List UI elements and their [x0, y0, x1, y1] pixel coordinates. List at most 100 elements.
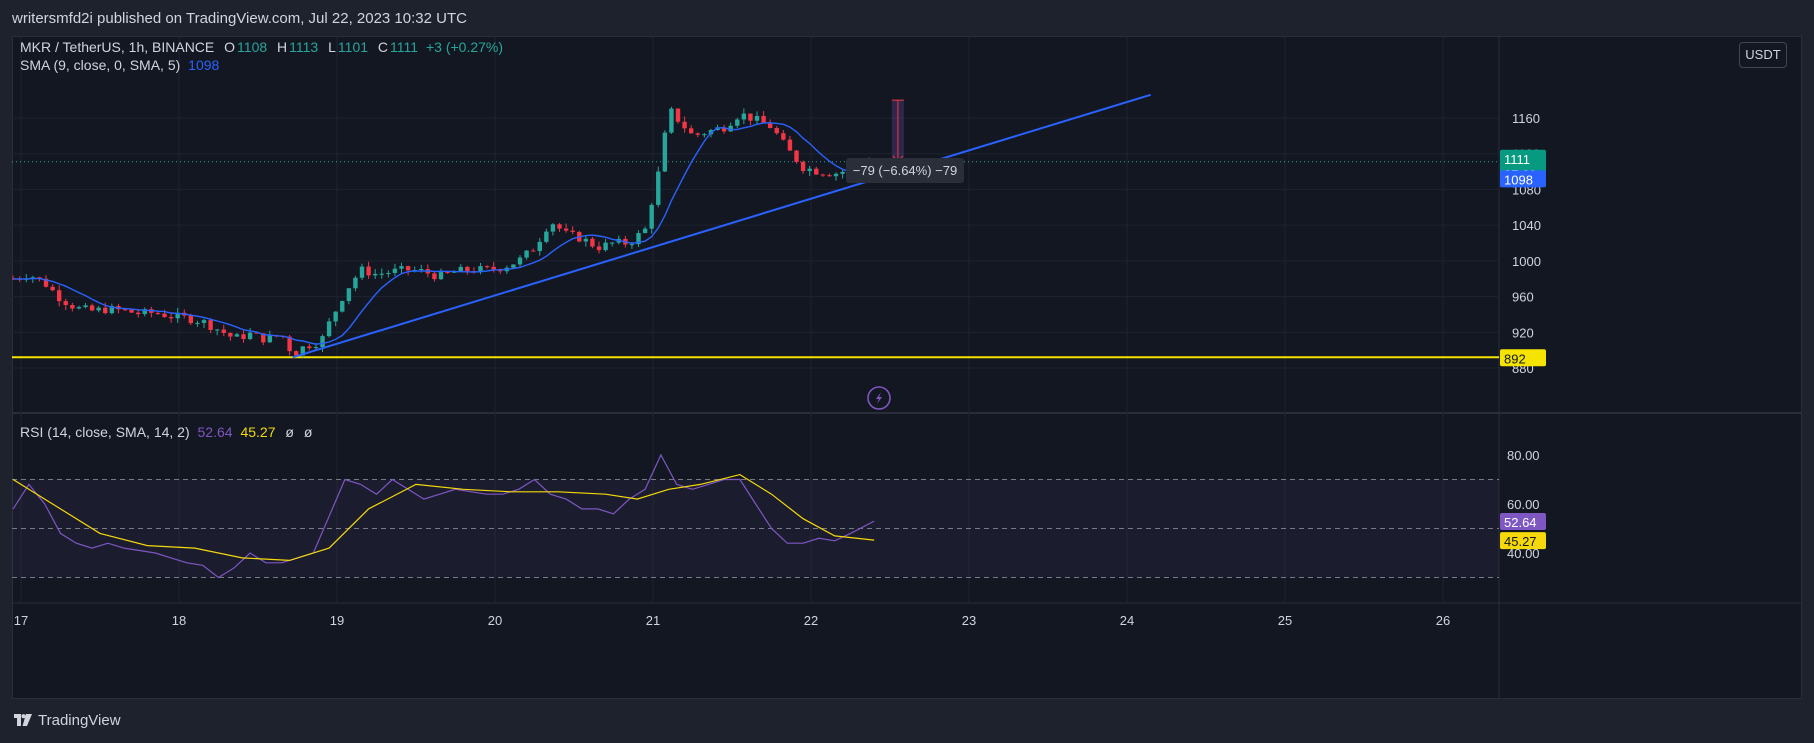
candle[interactable] [340, 300, 345, 313]
chart-canvas[interactable]: −79 (−6.64%) −79 17 18 19 20 21 22 23 24 25 26 116… [12, 36, 1802, 699]
candle[interactable] [89, 303, 95, 312]
candle[interactable] [735, 117, 740, 129]
candle[interactable] [201, 318, 207, 329]
candle[interactable] [675, 108, 681, 124]
candle[interactable] [590, 236, 595, 249]
candle[interactable] [550, 223, 556, 236]
candle[interactable] [511, 264, 516, 269]
candle[interactable] [379, 268, 384, 279]
candle[interactable] [214, 328, 220, 336]
candle[interactable] [307, 343, 312, 351]
candle[interactable] [748, 113, 753, 126]
candle[interactable] [234, 332, 240, 337]
candle[interactable] [721, 124, 727, 134]
candle[interactable] [662, 130, 668, 172]
candle[interactable] [83, 303, 88, 309]
candle[interactable] [537, 237, 542, 256]
candle[interactable] [603, 238, 608, 252]
candle[interactable] [142, 307, 147, 317]
candle[interactable] [221, 324, 226, 337]
candle[interactable] [767, 119, 773, 129]
candle[interactable] [458, 264, 463, 272]
candle[interactable] [432, 271, 437, 282]
candle[interactable] [656, 166, 661, 208]
candle[interactable] [96, 305, 101, 313]
candle[interactable] [827, 173, 832, 177]
candle[interactable] [530, 248, 536, 252]
candle[interactable] [372, 269, 378, 280]
candle[interactable] [491, 262, 496, 273]
candle[interactable] [517, 255, 523, 268]
candle[interactable] [326, 317, 332, 338]
candle[interactable] [814, 166, 819, 175]
candle[interactable] [247, 327, 253, 341]
candle[interactable] [741, 108, 747, 125]
candle[interactable] [359, 263, 365, 281]
tradingview-logo[interactable]: TradingView [14, 712, 121, 729]
candle[interactable] [405, 265, 411, 276]
candle[interactable] [392, 263, 398, 276]
candle[interactable] [484, 265, 490, 269]
candle[interactable] [43, 275, 49, 288]
candle[interactable] [471, 267, 477, 274]
candle[interactable] [754, 111, 760, 125]
candle[interactable] [636, 230, 641, 247]
candle[interactable] [70, 302, 75, 312]
candle[interactable] [524, 250, 529, 260]
candle[interactable] [596, 241, 602, 254]
candle[interactable] [642, 226, 648, 234]
candle[interactable] [570, 226, 575, 235]
candle[interactable] [195, 320, 200, 327]
candle[interactable] [800, 160, 806, 174]
candle[interactable] [688, 125, 694, 134]
candle[interactable] [478, 262, 483, 275]
candle[interactable] [807, 165, 812, 177]
candle[interactable] [728, 122, 733, 132]
candle[interactable] [293, 350, 299, 356]
candle[interactable] [669, 106, 674, 134]
candle[interactable] [386, 270, 391, 278]
currency-button[interactable]: USDT [1739, 42, 1787, 68]
candle[interactable] [840, 169, 845, 179]
candle[interactable] [438, 268, 444, 280]
candle[interactable] [820, 173, 826, 177]
candle[interactable] [794, 149, 799, 164]
candle[interactable] [682, 116, 687, 133]
candle[interactable] [228, 332, 233, 341]
candle[interactable] [399, 262, 404, 274]
candle[interactable] [695, 132, 700, 138]
candle[interactable] [175, 307, 180, 323]
candle[interactable] [149, 306, 154, 318]
candle[interactable] [109, 303, 115, 315]
candle[interactable] [261, 333, 266, 346]
candle[interactable] [30, 275, 36, 283]
candle[interactable] [563, 223, 569, 233]
candle[interactable] [168, 312, 174, 323]
candle[interactable] [609, 241, 615, 247]
candle[interactable] [557, 223, 562, 232]
candle[interactable] [366, 261, 371, 279]
candle[interactable] [129, 309, 134, 313]
candle[interactable] [208, 318, 213, 334]
trendline-line[interactable] [292, 93, 1151, 359]
candle[interactable] [267, 330, 273, 344]
candle[interactable] [702, 132, 707, 138]
candle[interactable] [300, 345, 305, 358]
candle[interactable] [63, 298, 68, 311]
candle[interactable] [761, 111, 766, 123]
symbol-legend[interactable]: MKR / TetherUS, 1h, BINANCE O 1108 H 1113 … [20, 39, 503, 55]
candle[interactable] [649, 202, 654, 234]
candle[interactable] [833, 172, 839, 181]
candle[interactable] [544, 228, 549, 244]
candle[interactable] [774, 126, 779, 135]
candle[interactable] [353, 275, 358, 292]
candle[interactable] [781, 130, 786, 141]
candle[interactable] [76, 305, 82, 310]
candle[interactable] [56, 285, 62, 307]
candle[interactable] [465, 265, 470, 275]
rsi-legend[interactable]: RSI (14, close, SMA, 14, 2) 52.64 45.27 … [20, 424, 312, 440]
symbol-title[interactable]: MKR / TetherUS, 1h, BINANCE [20, 39, 215, 55]
candle[interactable] [346, 288, 352, 305]
candle[interactable] [241, 330, 246, 343]
candle[interactable] [787, 135, 793, 151]
